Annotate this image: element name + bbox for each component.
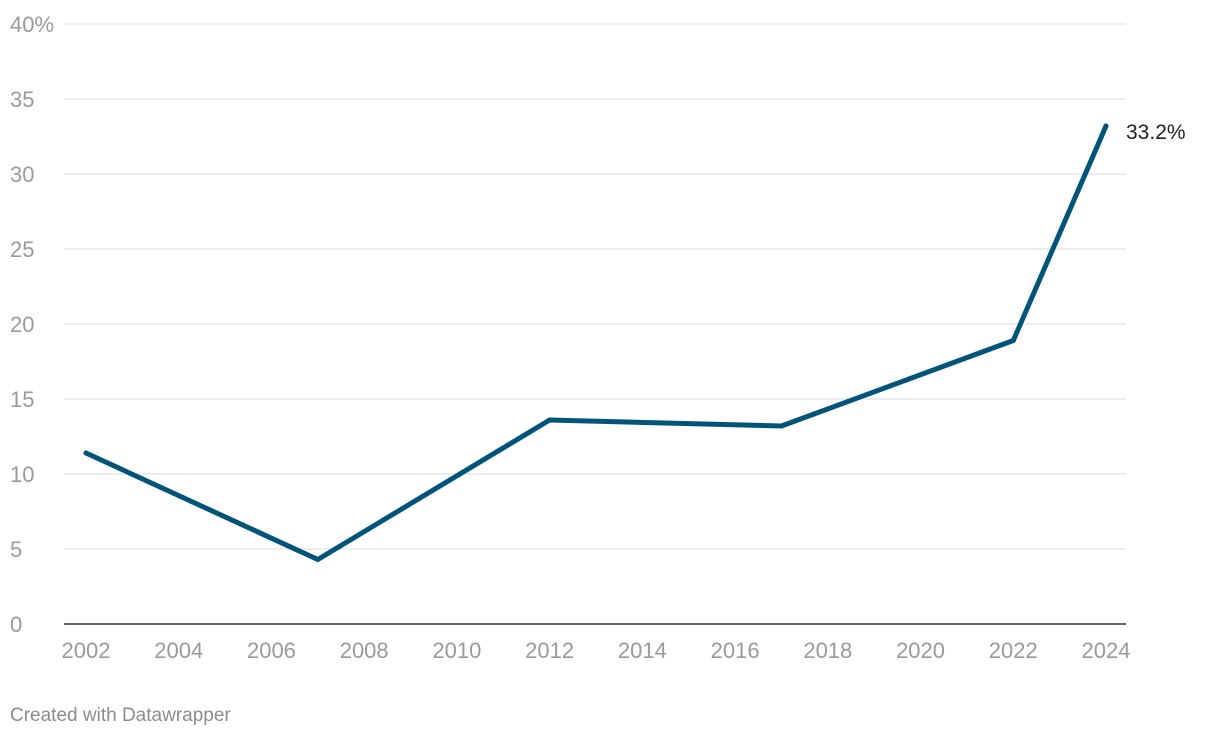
x-tick-label-2020: 2020 [896,638,945,663]
x-tick-label-2004: 2004 [154,638,203,663]
x-tick-label-2008: 2008 [340,638,389,663]
x-tick-label-2010: 2010 [432,638,481,663]
y-axis-ticks: 0 5 10 15 20 25 30 35 40% [10,12,54,637]
data-point-2007 [315,557,321,562]
end-value-label: 33.2% [1126,121,1186,144]
y-tick-label-5: 5 [10,537,22,562]
data-point-2012 [547,417,553,423]
y-tick-label-35: 35 [10,87,34,112]
y-tick-label-30: 30 [10,162,34,187]
y-tick-label-20: 20 [10,312,34,337]
data-labels: 33.2% [1126,121,1186,144]
y-tick-label-0: 0 [10,612,22,637]
x-tick-label-2018: 2018 [803,638,852,663]
credit-text: Created with Datawrapper [10,705,231,726]
data-point-2024 [1103,123,1109,129]
data-point-2022 [1010,338,1016,343]
data-point-2017 [778,423,784,429]
x-tick-label-2014: 2014 [618,638,667,663]
data-point-2002 [83,450,89,456]
x-axis-ticks: 2002 2004 2006 2008 2010 2012 2014 2016 2018 2020… [62,638,1131,663]
series-layer [83,123,1109,562]
x-tick-label-2006: 2006 [247,638,296,663]
x-tick-label-2012: 2012 [525,638,574,663]
y-tick-label-25: 25 [10,237,34,262]
y-tick-label-15: 15 [10,387,34,412]
grid-lines [64,23,1126,625]
x-tick-label-2024: 2024 [1082,638,1131,663]
series-line-0 [83,123,1109,562]
x-tick-label-2022: 2022 [989,638,1038,663]
x-tick-label-2002: 2002 [62,638,111,663]
y-tick-label-10: 10 [10,462,34,487]
y-tick-label-40: 40% [10,12,54,37]
x-tick-label-2016: 2016 [711,638,760,663]
